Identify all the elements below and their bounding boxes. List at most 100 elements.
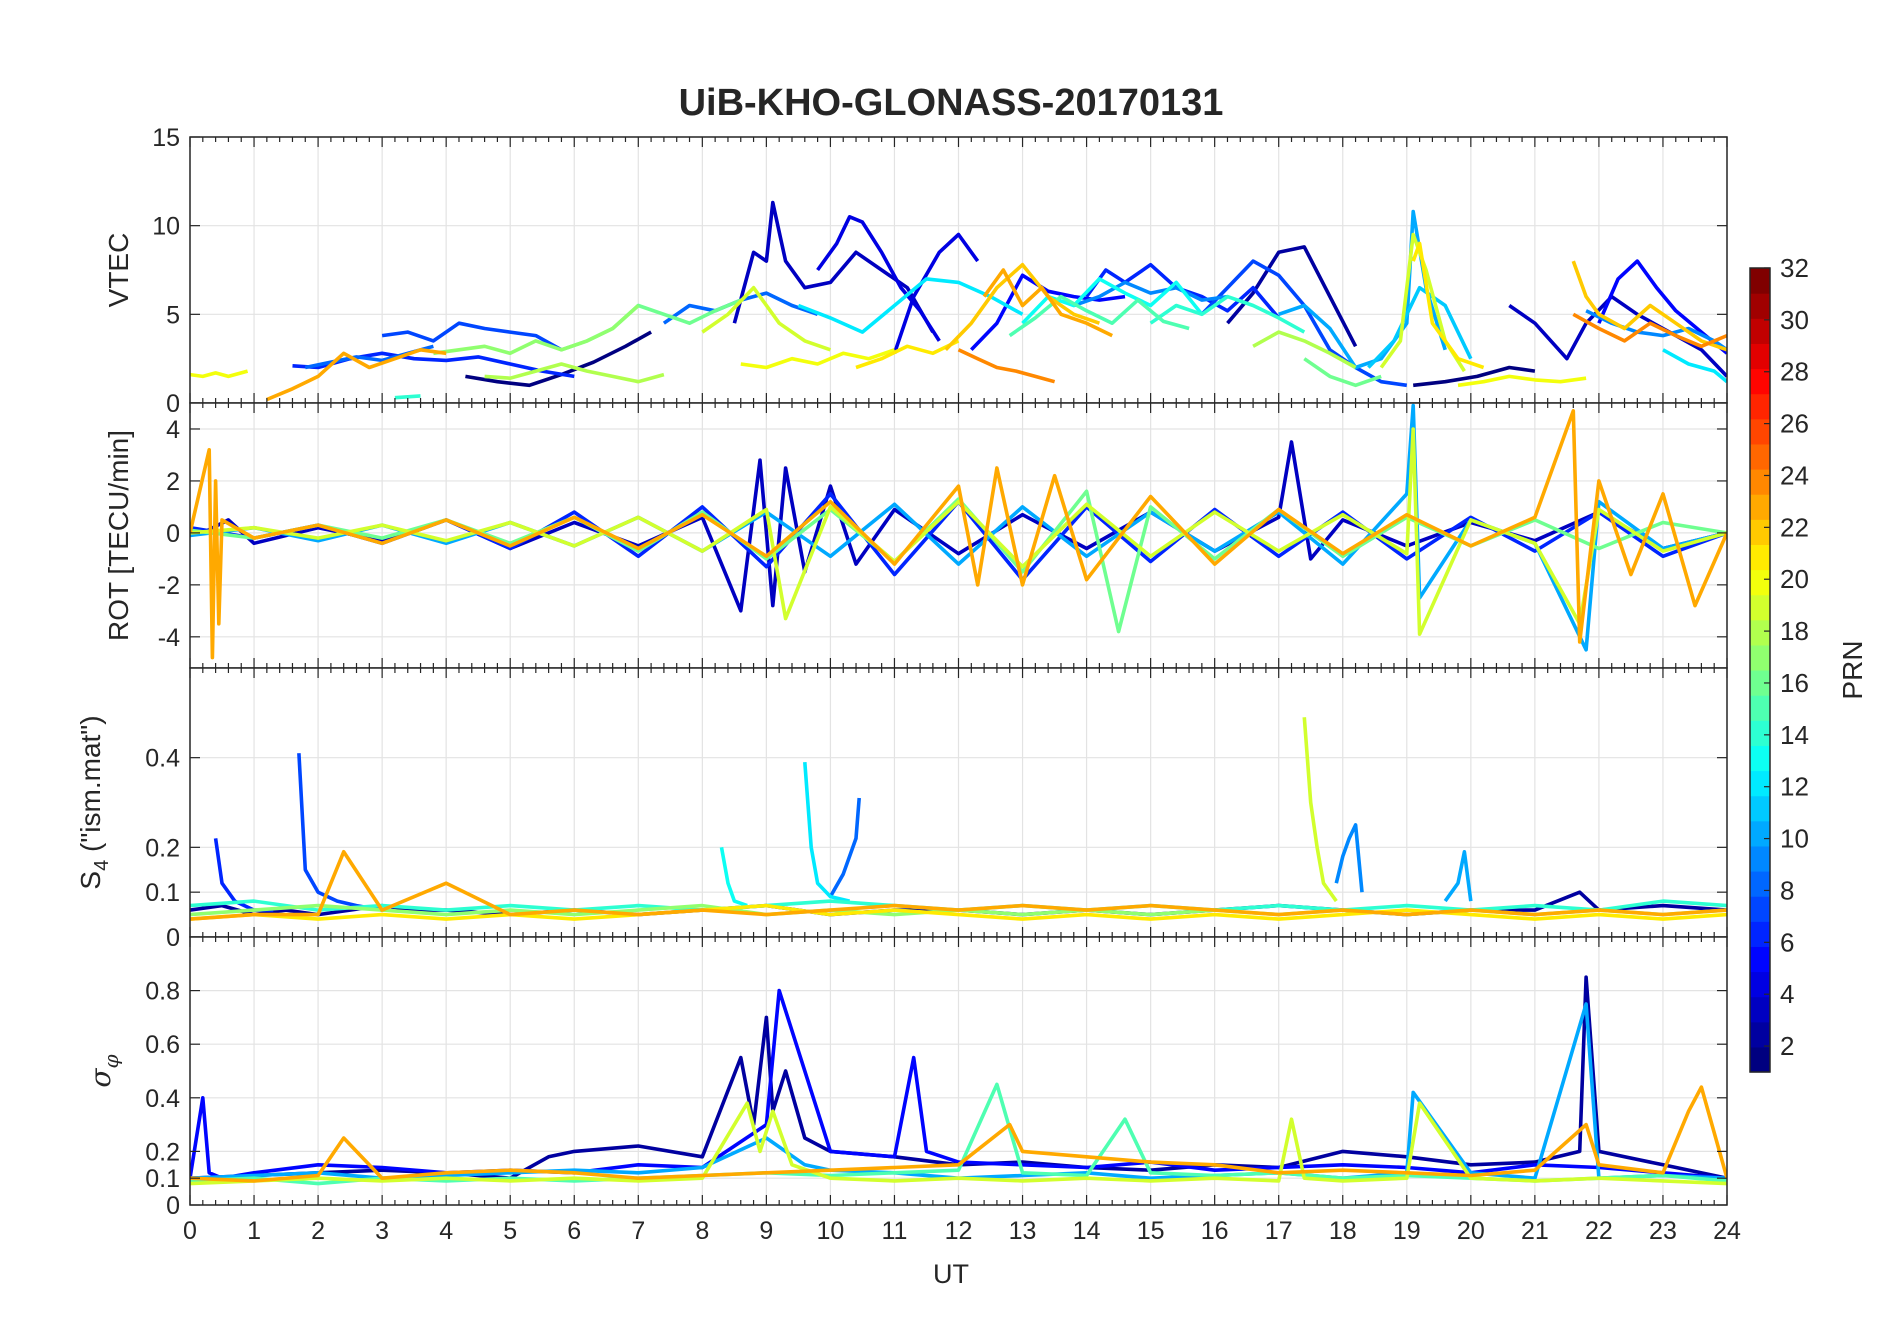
- y-tick-label: 0.8: [145, 978, 180, 1006]
- colorbar-level: [1750, 619, 1770, 646]
- series-prn-21: [855, 339, 960, 370]
- colorbar-tick-label: 6: [1780, 927, 1794, 957]
- colorbar-level: [1750, 795, 1770, 822]
- x-tick-label: 1: [247, 1217, 261, 1245]
- series-prn-19: [701, 285, 831, 352]
- panel-vtec: 0 5 10 15 VTEC: [103, 124, 1728, 418]
- colorbar-level: [1750, 971, 1770, 998]
- x-tick-label: 23: [1649, 1217, 1677, 1245]
- y-tick-label: 0: [166, 390, 180, 418]
- x-tick-label: 15: [1137, 1217, 1165, 1245]
- y-tick-label: 0.6: [145, 1031, 180, 1059]
- colorbar-frame: [1749, 267, 1771, 1073]
- y-tick-label: 0: [166, 520, 180, 548]
- series-prn-13: [719, 846, 748, 908]
- colorbar-level: [1750, 594, 1770, 621]
- colorbar-level: [1750, 845, 1770, 872]
- colorbar-tick-label: 10: [1780, 824, 1809, 854]
- x-tick-label: 4: [439, 1217, 453, 1245]
- series-prn-23: [190, 1085, 1727, 1183]
- y-tick-label: 5: [166, 301, 180, 329]
- y-tick-label: 4: [166, 416, 180, 444]
- colorbar-tick-label: 16: [1780, 668, 1809, 698]
- series-prn-24: [1572, 312, 1727, 349]
- colorbar-level: [1750, 494, 1770, 520]
- y-axis-label-rot: ROT [TECU/min]: [103, 430, 134, 641]
- y-tick-label: 0: [166, 1192, 180, 1220]
- colorbar-tick-label: 8: [1780, 875, 1794, 905]
- colorbar-level: [1750, 946, 1770, 973]
- colorbar-tick-label: 4: [1780, 979, 1794, 1009]
- colorbar-level: [1750, 695, 1770, 721]
- series-prn-18: [1252, 330, 1357, 370]
- series-prn-20: [1457, 374, 1587, 388]
- series-prn-5: [970, 273, 1126, 352]
- x-tick-label: 21: [1521, 1217, 1549, 1245]
- colorbar-level: [1750, 996, 1770, 1023]
- colorbar-level: [1750, 343, 1770, 370]
- colorbar-tick-label: 14: [1780, 720, 1809, 750]
- y-axis-label-sigma_phi: σφ: [84, 1054, 123, 1087]
- colorbar-level: [1750, 820, 1770, 847]
- colorbar-level: [1750, 569, 1770, 596]
- colorbar-level: [1750, 544, 1770, 571]
- x-tick-label: 7: [631, 1217, 645, 1245]
- x-tick-label: 0: [183, 1217, 197, 1245]
- colorbar-tick-label: 20: [1780, 564, 1809, 594]
- series-prn-12: [1662, 348, 1727, 384]
- series-prn-8: [828, 797, 861, 898]
- series-prn-5: [1597, 259, 1727, 355]
- colorbar-tick-label: 22: [1780, 512, 1809, 542]
- figure-title: UiB-KHO-GLONASS-20170131: [679, 82, 1224, 124]
- colorbar-level: [1750, 921, 1770, 947]
- x-tick-label: 6: [567, 1217, 581, 1245]
- colorbar-level: [1750, 720, 1770, 746]
- series-prn-19: [190, 1101, 1727, 1186]
- series-prn-23: [190, 409, 1727, 660]
- series-prn-14: [394, 394, 421, 400]
- series-prn-3: [732, 200, 935, 333]
- y-tick-label: 0.2: [145, 1138, 180, 1166]
- panel-sigma_phi: 00.10.20.40.60.80 1 2 3 4 5 6 7 8 9 10 11 12 13 14 15 16…: [84, 936, 1741, 1245]
- series-prn-22: [1571, 260, 1727, 352]
- colorbar-level: [1750, 469, 1770, 495]
- series-prn-21: [1411, 241, 1485, 370]
- y-tick-label: 0.4: [145, 745, 180, 773]
- series-prn-23: [266, 348, 447, 402]
- colorbar-level: [1750, 644, 1770, 671]
- series-prn-9: [1073, 280, 1228, 308]
- x-tick-label: 10: [817, 1217, 845, 1245]
- colorbar-tick-label: 12: [1780, 772, 1809, 802]
- colorbar-tick-label: 18: [1780, 616, 1809, 646]
- y-tick-label: 0.1: [145, 879, 180, 907]
- colorbar-level: [1750, 770, 1770, 797]
- x-tick-label: 16: [1201, 1217, 1229, 1245]
- colorbar-tick-label: 2: [1780, 1031, 1794, 1061]
- series-prn-17: [433, 304, 640, 356]
- x-tick-label: 14: [1073, 1217, 1101, 1245]
- y-tick-label: 0.4: [145, 1085, 180, 1113]
- colorbar-tick-label: 24: [1780, 460, 1809, 490]
- x-tick-label: 22: [1585, 1217, 1613, 1245]
- y-tick-label: -2: [158, 572, 180, 600]
- x-tick-label: 18: [1329, 1217, 1357, 1245]
- panel-s4: 0 0.1 0.2 0.4 S4 ("ism.mat"): [75, 667, 1728, 952]
- colorbar-tick-label: 30: [1780, 305, 1809, 335]
- x-tick-label: 11: [881, 1217, 907, 1245]
- colorbar-level: [1750, 418, 1770, 445]
- colorbar-level: [1750, 745, 1770, 772]
- colorbar-tick-label: 26: [1780, 409, 1809, 439]
- series-prn-2: [1226, 245, 1358, 348]
- x-tick-label: 19: [1393, 1217, 1421, 1245]
- series-prn-16: [1303, 357, 1382, 388]
- colorbar-level: [1750, 393, 1770, 420]
- x-axis-label: UT: [933, 1259, 969, 1289]
- series-prn-21: [190, 903, 1727, 921]
- colorbar-level: [1750, 318, 1770, 344]
- x-tick-label: 20: [1457, 1217, 1485, 1245]
- colorbar-tick-label: 28: [1780, 357, 1809, 387]
- series-prn-12: [803, 761, 851, 903]
- series-prn-19: [1302, 717, 1338, 903]
- x-tick-label: 3: [375, 1217, 389, 1245]
